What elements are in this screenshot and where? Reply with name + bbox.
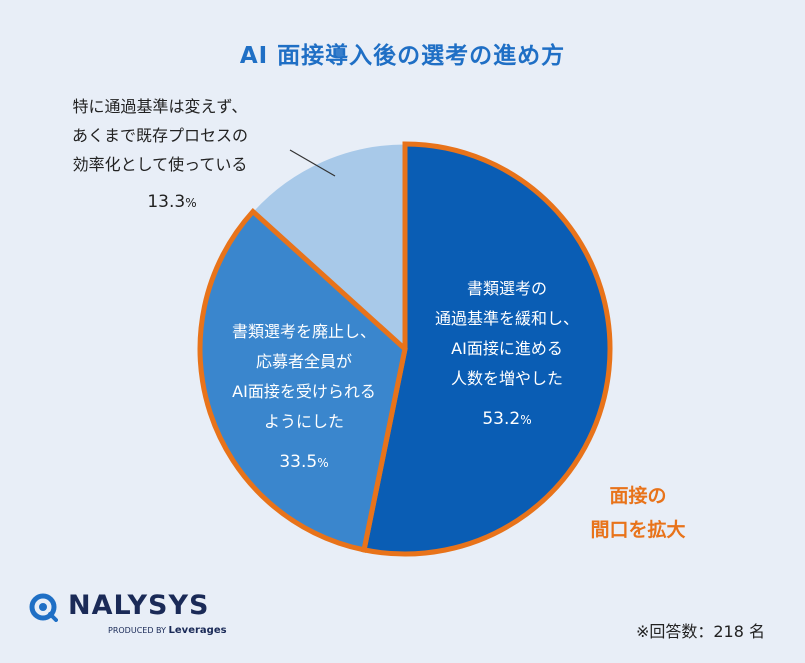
respondent-count-note: ※回答数：218 名 — [635, 622, 765, 641]
logo-company: Leverages — [168, 625, 227, 636]
slice-label-line: あくまで既存プロセスの — [72, 126, 248, 145]
slice-label-line: 効率化として使っている — [73, 155, 248, 174]
slice-label-line: 通過基準を緩和し、 — [435, 309, 579, 328]
nalysys-logo: NALYSYS PRODUCED BY Leverages — [26, 588, 246, 636]
slice-label-line: 応募者全員が — [256, 352, 352, 371]
slice-label-line: 人数を増やした — [451, 369, 563, 388]
slice-highlight-outline — [361, 141, 613, 557]
slice-value-label: 53.2% — [482, 409, 531, 429]
slice-value-label: 13.3% — [147, 192, 196, 212]
highlight-annotation: 面接の — [609, 485, 666, 507]
chart-title: AI 面接導入後の選考の進め方 — [239, 43, 566, 69]
magnifier-logo-icon — [29, 593, 58, 622]
slice-label-line: 書類選考の — [467, 279, 547, 298]
slice-efficiency-only — [252, 143, 406, 351]
logo-produced-by-label: PRODUCED BY — [108, 626, 166, 635]
slice-label-line: 特に通過基準は変えず、 — [73, 97, 248, 116]
logo-brand: NALYSYS — [68, 590, 210, 621]
leader-line — [289, 149, 336, 177]
slice-label-line: AI面接に進める — [451, 339, 563, 358]
logo-produced-by: PRODUCED BY Leverages — [108, 625, 227, 636]
slice-highlight-outline — [197, 207, 408, 553]
slice-label-line: ようにした — [264, 412, 344, 431]
slice-label-line: AI面接を受けられる — [232, 382, 376, 401]
highlight-annotation: 間口を拡大 — [590, 518, 685, 541]
slice-label-line: 書類選考を廃止し、 — [232, 322, 376, 341]
slice-value-label: 33.5% — [279, 452, 328, 472]
